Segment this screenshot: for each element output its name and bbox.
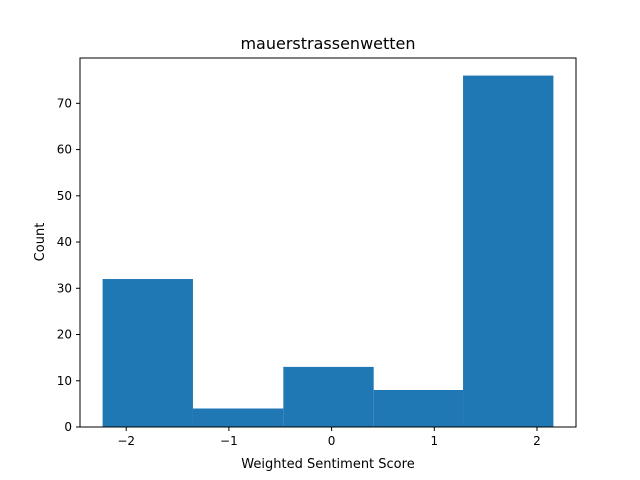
y-tick-label-2: 10 xyxy=(57,374,72,388)
bars-group xyxy=(102,75,554,427)
y-tick-label-3: 20 xyxy=(57,328,72,342)
y-tick-label-4: 30 xyxy=(57,281,72,295)
x-axis-label: Weighted Sentiment Score xyxy=(241,457,414,472)
y-tick-label-7: 60 xyxy=(57,143,72,157)
plot-area-frame xyxy=(79,57,577,428)
histogram-bar-1 xyxy=(102,279,193,427)
histogram-bar-2 xyxy=(192,408,284,427)
histogram-bar-4 xyxy=(373,390,464,427)
y-ticks-group: 0 10 20 30 40 50 60 70 xyxy=(57,96,80,434)
histogram-bar-5 xyxy=(463,75,554,427)
x-tick-label-1: −2 xyxy=(117,434,135,448)
y-tick-label-1: 0 xyxy=(64,420,72,434)
x-tick-label-2: −1 xyxy=(220,434,238,448)
x-ticks-group: −2 −1 0 1 2 xyxy=(117,427,541,448)
x-tick-label-4: 1 xyxy=(430,434,438,448)
x-tick-label-3: 0 xyxy=(328,434,336,448)
x-tick-label-5: 2 xyxy=(533,434,541,448)
histogram-bar-3 xyxy=(283,366,374,427)
y-axis-label: Count xyxy=(33,223,48,262)
y-tick-label-6: 50 xyxy=(57,189,72,203)
y-tick-label-5: 40 xyxy=(57,235,72,249)
y-tick-label-8: 70 xyxy=(57,96,72,110)
chart-title: mauerstrassenwetten xyxy=(240,34,415,53)
